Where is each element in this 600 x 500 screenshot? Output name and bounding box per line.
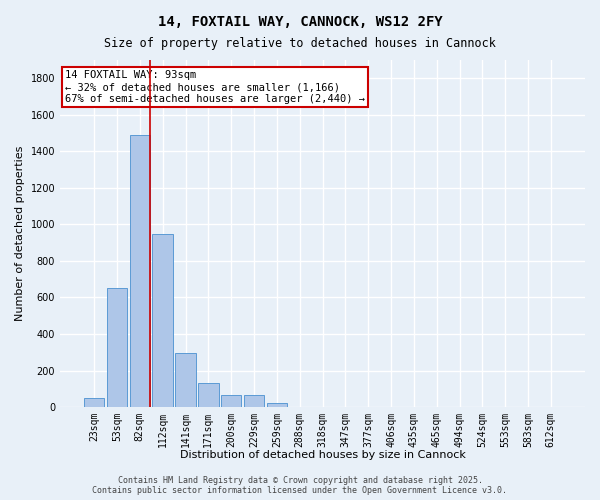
Bar bbox=[266, 404, 287, 407]
Text: Size of property relative to detached houses in Cannock: Size of property relative to detached ho… bbox=[104, 38, 496, 51]
Bar bbox=[289, 406, 310, 407]
Text: 14, FOXTAIL WAY, CANNOCK, WS12 2FY: 14, FOXTAIL WAY, CANNOCK, WS12 2FY bbox=[158, 15, 442, 29]
X-axis label: Distribution of detached houses by size in Cannock: Distribution of detached houses by size … bbox=[179, 450, 466, 460]
Bar bbox=[130, 135, 150, 407]
Text: 14 FOXTAIL WAY: 93sqm
← 32% of detached houses are smaller (1,166)
67% of semi-d: 14 FOXTAIL WAY: 93sqm ← 32% of detached … bbox=[65, 70, 365, 104]
Y-axis label: Number of detached properties: Number of detached properties bbox=[15, 146, 25, 321]
Bar bbox=[221, 394, 241, 407]
Bar bbox=[175, 353, 196, 407]
Bar bbox=[107, 288, 127, 407]
Bar bbox=[198, 384, 218, 407]
Bar bbox=[152, 234, 173, 407]
Bar bbox=[84, 398, 104, 407]
Bar bbox=[244, 395, 264, 407]
Text: Contains HM Land Registry data © Crown copyright and database right 2025.
Contai: Contains HM Land Registry data © Crown c… bbox=[92, 476, 508, 495]
